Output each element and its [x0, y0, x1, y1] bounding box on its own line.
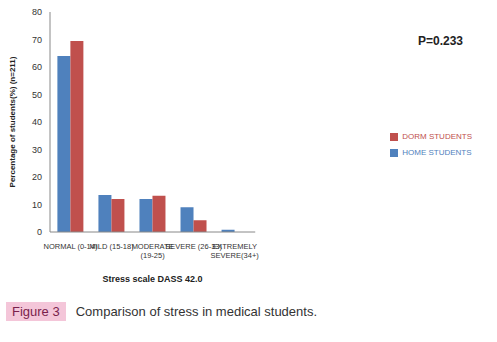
svg-text:Stress scale DASS 42.0: Stress scale DASS 42.0 [103, 274, 203, 284]
svg-text:70: 70 [32, 35, 42, 45]
svg-text:10: 10 [32, 200, 42, 210]
html-text:Comparison of stress in medica: Comparison of stress in medical students… [75, 304, 317, 319]
svg-text:SEVERE (26-33): SEVERE (26-33) [165, 242, 222, 251]
html-text:P=0.233: P=0.233 [418, 34, 463, 48]
svg-text:50: 50 [32, 90, 42, 100]
svg-text:EXTREMELYSEVERE(34+): EXTREMELYSEVERE(34+) [211, 242, 260, 260]
svg-text:60: 60 [32, 62, 42, 72]
html-text:Figure 3: Figure 3 [12, 304, 60, 319]
html-text:HOME STUDENTS: HOME STUDENTS [402, 148, 472, 157]
html-text:(19-25): (19-25) [140, 251, 165, 260]
svg-text:20: 20 [32, 172, 42, 182]
svg-text:0: 0 [37, 227, 42, 237]
html-text:DORM STUDENTS: DORM STUDENTS [402, 132, 472, 141]
html-text:MODERATE: MODERATE [131, 242, 174, 251]
svg-text:Percentage of students(%) (n=2: Percentage of students(%) (n=211) [8, 56, 17, 187]
svg-text:NORMAL (0-14): NORMAL (0-14) [43, 242, 98, 251]
svg-text:MILD (15-18): MILD (15-18) [89, 242, 134, 251]
svg-text:80: 80 [32, 7, 42, 17]
svg-text:40: 40 [32, 117, 42, 127]
svg-text:30: 30 [32, 145, 42, 155]
